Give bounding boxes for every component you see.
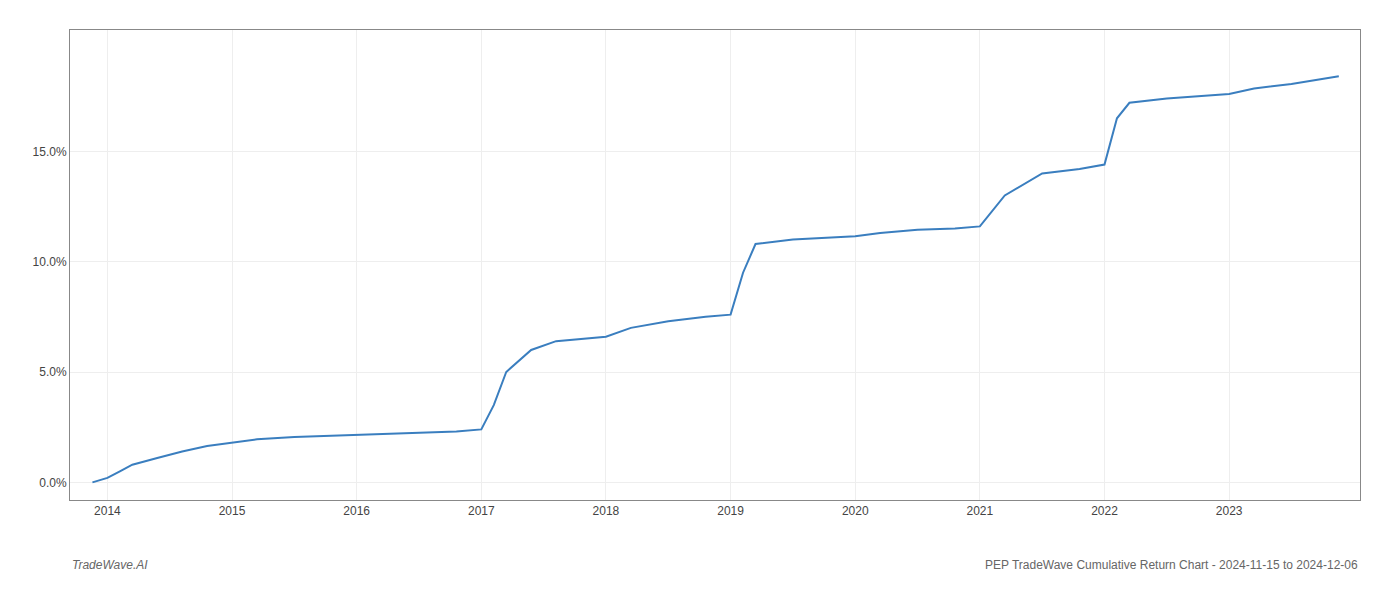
svg-text:TradeWave.AI: TradeWave.AI [72, 558, 148, 572]
svg-text:PEP TradeWave Cumulative Retur: PEP TradeWave Cumulative Return Chart - … [985, 558, 1358, 572]
svg-text:10.0%: 10.0% [33, 255, 67, 269]
svg-text:5.0%: 5.0% [39, 365, 67, 379]
svg-text:2016: 2016 [343, 504, 370, 518]
svg-text:2020: 2020 [842, 504, 869, 518]
svg-text:2014: 2014 [94, 504, 121, 518]
svg-text:2018: 2018 [593, 504, 620, 518]
svg-text:2019: 2019 [717, 504, 744, 518]
svg-text:0.0%: 0.0% [39, 476, 67, 490]
svg-text:2017: 2017 [468, 504, 495, 518]
svg-text:2015: 2015 [219, 504, 246, 518]
svg-text:2023: 2023 [1216, 504, 1243, 518]
svg-text:15.0%: 15.0% [33, 145, 67, 159]
svg-text:2021: 2021 [967, 504, 994, 518]
svg-text:2022: 2022 [1091, 504, 1118, 518]
